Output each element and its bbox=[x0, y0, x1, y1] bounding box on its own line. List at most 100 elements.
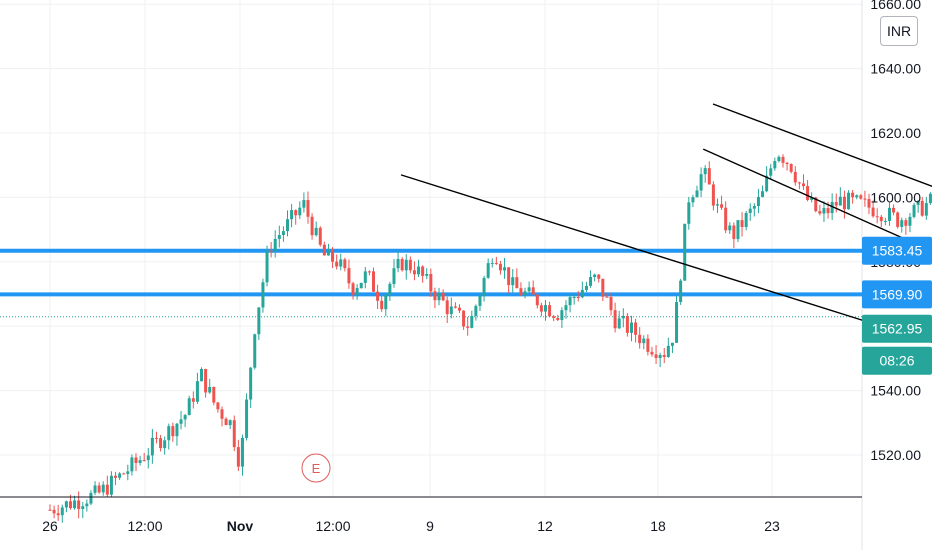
candle-body bbox=[699, 174, 703, 191]
candle-body bbox=[883, 220, 887, 222]
candle-body bbox=[154, 437, 158, 439]
trendline[interactable] bbox=[712, 103, 932, 371]
candle-body bbox=[347, 268, 351, 284]
candle-body bbox=[720, 204, 724, 208]
candle-body bbox=[621, 315, 625, 319]
candle-body bbox=[572, 296, 576, 298]
candle-body bbox=[257, 307, 261, 335]
candle-body bbox=[515, 277, 519, 289]
candle-body bbox=[191, 398, 195, 402]
level-badge-bg bbox=[862, 236, 932, 265]
candle-body bbox=[842, 196, 846, 210]
candle-body bbox=[367, 271, 371, 273]
candle-body bbox=[892, 207, 896, 213]
trendline[interactable] bbox=[400, 174, 932, 442]
currency-button[interactable]: INR bbox=[880, 16, 918, 46]
candle-body bbox=[761, 191, 765, 197]
candle-body bbox=[523, 291, 527, 296]
candle-body bbox=[470, 315, 474, 328]
x-tick-label: 12:00 bbox=[127, 518, 162, 534]
candle-body bbox=[163, 440, 167, 449]
candle-body bbox=[433, 291, 437, 301]
candle-body bbox=[593, 274, 597, 277]
candle-body bbox=[249, 367, 253, 400]
candle-body bbox=[879, 216, 883, 222]
level-badge-text: 1583.45 bbox=[872, 243, 923, 259]
candle-body bbox=[498, 263, 502, 271]
candle-body bbox=[728, 225, 732, 231]
event-marker[interactable]: E bbox=[301, 453, 331, 483]
candle-body bbox=[400, 258, 404, 271]
candle-body bbox=[302, 200, 306, 208]
candle-body bbox=[56, 513, 60, 516]
candle-body bbox=[228, 420, 232, 426]
countdown-badge-bg bbox=[862, 346, 932, 375]
trendlines[interactable] bbox=[400, 103, 932, 442]
y-tick-label: 1520.00 bbox=[870, 447, 921, 463]
candle-body bbox=[597, 274, 601, 279]
candle-body bbox=[732, 225, 736, 240]
candle-body bbox=[527, 287, 531, 292]
candle-body bbox=[494, 262, 498, 264]
candle-body bbox=[920, 200, 924, 216]
level-badge-bg bbox=[862, 280, 932, 309]
candle-body bbox=[490, 262, 494, 264]
candle-body bbox=[101, 484, 105, 493]
candle-body bbox=[200, 368, 204, 382]
x-tick-label: 18 bbox=[650, 518, 666, 534]
candle-body bbox=[240, 437, 244, 467]
candle-body bbox=[703, 168, 707, 175]
candle-body bbox=[417, 266, 421, 275]
candle-body bbox=[77, 500, 81, 509]
trendline[interactable] bbox=[702, 148, 932, 410]
candle-body bbox=[810, 197, 814, 200]
candle-body bbox=[109, 475, 113, 495]
candle-body bbox=[482, 277, 486, 296]
candle-body bbox=[781, 156, 785, 163]
candle-body bbox=[851, 192, 855, 198]
candle-body bbox=[388, 283, 392, 295]
candle-body bbox=[142, 460, 146, 462]
candle-body bbox=[507, 267, 511, 286]
candle-body bbox=[126, 471, 130, 474]
candle-body bbox=[171, 426, 175, 437]
countdown-badge-text: 08:26 bbox=[879, 353, 914, 369]
candle-body bbox=[122, 473, 126, 475]
x-tick-label: Nov bbox=[227, 518, 254, 534]
candle-body bbox=[867, 199, 871, 208]
candle-body bbox=[580, 289, 584, 298]
candle-body bbox=[642, 338, 646, 344]
candle-body bbox=[793, 171, 797, 183]
candle-body bbox=[765, 175, 769, 192]
candle-body bbox=[261, 282, 265, 308]
candle-body bbox=[478, 295, 482, 306]
candle-body bbox=[834, 202, 838, 206]
candle-body bbox=[474, 305, 478, 316]
candle-body bbox=[425, 274, 429, 276]
candle-body bbox=[421, 266, 425, 276]
candle-body bbox=[339, 259, 343, 267]
candle-body bbox=[236, 447, 240, 467]
candle-body bbox=[912, 204, 916, 217]
candle-body bbox=[335, 261, 339, 267]
last-price-badge-bg bbox=[862, 314, 932, 343]
candle-body bbox=[519, 288, 523, 296]
candle-body bbox=[777, 156, 781, 162]
candle-body bbox=[904, 220, 908, 226]
candle-body bbox=[838, 196, 842, 206]
candle-body bbox=[871, 207, 875, 217]
candle-body bbox=[318, 227, 322, 245]
candle-body bbox=[412, 270, 416, 275]
candle-body bbox=[900, 220, 904, 227]
candle-body bbox=[449, 306, 453, 315]
candle-body bbox=[785, 162, 789, 164]
candle-body bbox=[114, 475, 118, 478]
candle-body bbox=[539, 305, 543, 312]
y-tick-label: 1540.00 bbox=[870, 383, 921, 399]
candle-body bbox=[273, 238, 277, 252]
candle-body bbox=[576, 296, 580, 298]
candle-body bbox=[847, 192, 851, 210]
candle-body bbox=[466, 326, 470, 328]
candle-body bbox=[896, 212, 900, 227]
